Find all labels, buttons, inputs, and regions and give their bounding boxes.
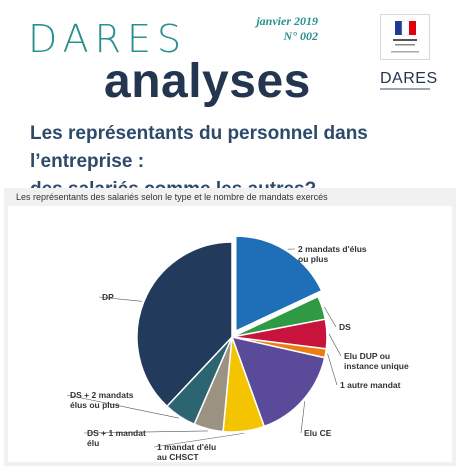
pie-slice-5 [230,335,326,428]
issue-date: janvier 2019 [256,14,318,28]
leader-line-8 [66,394,179,419]
leader-line-4 [327,353,338,386]
brand-top: DARES [28,17,188,61]
brand-bottom: analyses [104,55,311,108]
slice-label-6: 1 mandat d'élu au CHSCT [157,442,216,462]
pie-slice-1 [235,235,323,333]
slice-label-3: Elu DUP ou instance unique [344,351,409,371]
slice-label-8: DS + 2 mandats élus ou plus [70,390,134,410]
pie-chart: 2 mandats d'élus ou plus DS Elu DUP ou insta… [66,235,409,462]
issue-number: N° 002 [283,29,318,43]
slice-label-4: 1 autre mandat [340,380,401,390]
pie-slice-9 [136,241,233,408]
chart-title: Les représentants des salariés selon le … [16,192,328,202]
leader-line-3 [328,333,342,357]
slice-label-7: DS + 1 mandat élu [87,428,146,448]
leader-line-6 [153,432,245,448]
chart-panel: Les représentants des salariés selon le … [4,188,456,466]
chart-area: 2 mandats d'élus ou plus DS Elu DUP ou insta… [8,206,452,462]
leader-line-7 [83,430,208,434]
slice-label-2: DS [339,322,351,332]
slice-label-9: DP [102,292,114,302]
leader-line-5 [300,401,306,434]
dares-logo-underline [380,88,430,90]
dares-logo: DARES [380,70,438,87]
headline-line-1: Les représentants du personnel dans l’en… [30,123,368,172]
leader-line-2 [323,306,337,328]
leader-line-9 [98,296,142,302]
slice-label-5: Elu CE [304,428,332,438]
marianne-logo [380,14,430,60]
slice-label-1: 2 mandats d'élus ou plus [298,244,367,264]
issue-info: janvier 2019 N° 002 [252,14,318,44]
